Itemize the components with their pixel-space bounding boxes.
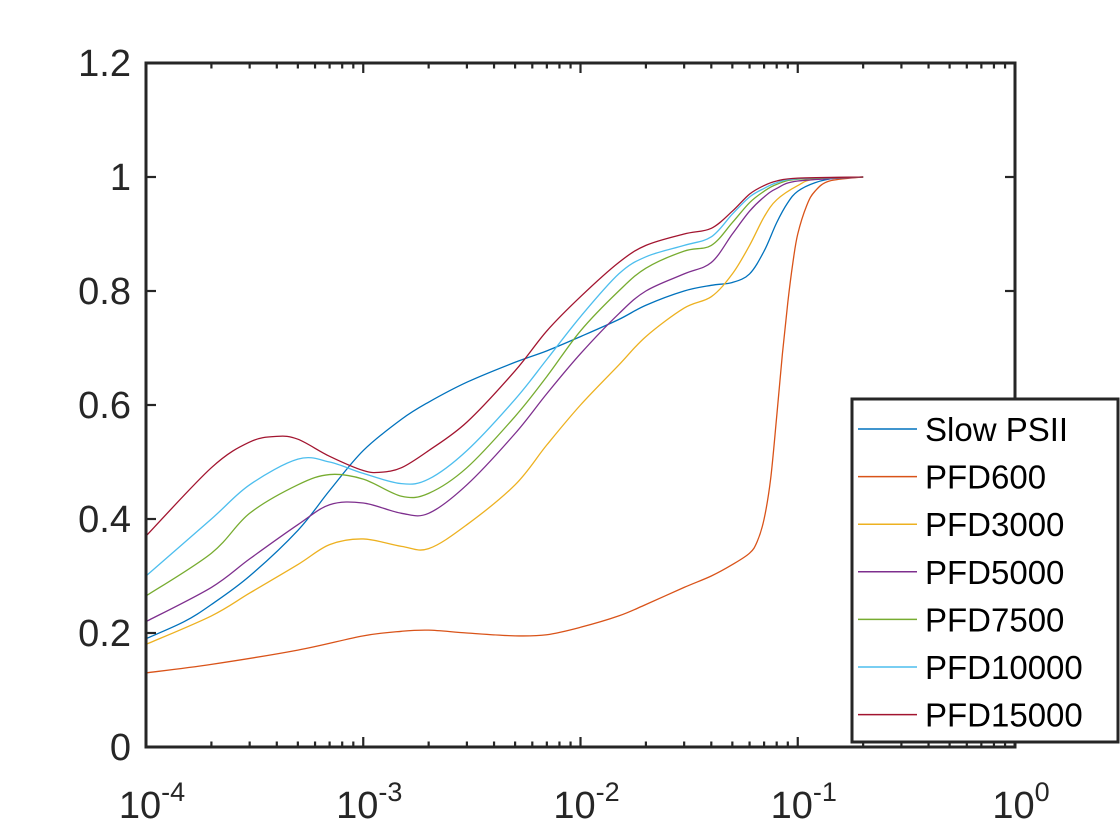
legend-label: PFD7500	[925, 601, 1064, 638]
series-line-slow-psii	[145, 176, 864, 640]
x-tick-label: 100	[992, 777, 1049, 827]
legend-label: Slow PSII	[925, 411, 1068, 448]
legend-label: PFD600	[925, 459, 1046, 496]
x-tick-label: 10-2	[553, 777, 619, 827]
series-line-pfd15000	[145, 176, 864, 537]
series-line-pfd5000	[145, 176, 864, 623]
legend-box	[850, 397, 1120, 744]
y-tick-label: 0.6	[78, 385, 131, 427]
y-tick-label: 1.2	[78, 43, 131, 85]
series-line-pfd7500	[145, 176, 864, 597]
series-line-pfd600	[145, 176, 864, 674]
legend-label: PFD10000	[925, 649, 1083, 686]
y-tick-label: 0.8	[78, 271, 131, 313]
y-tick-label: 0.2	[78, 613, 131, 655]
series-layer	[145, 176, 864, 674]
x-tick-label: 10-4	[119, 777, 185, 827]
series-line-pfd10000	[145, 176, 864, 577]
x-tick-label: 10-3	[336, 777, 402, 827]
y-tick-label: 1	[110, 157, 131, 199]
y-tick-label: 0.4	[78, 499, 131, 541]
legend: Slow PSII PFD600 PFD3000 PFD5000 PFD7500 PFD1…	[850, 397, 1120, 744]
x-tick-label: 10-1	[771, 777, 837, 827]
series-line-pfd3000	[145, 176, 864, 645]
legend-label: PFD3000	[925, 506, 1064, 543]
legend-label: PFD5000	[925, 554, 1064, 591]
y-tick-label: 0	[110, 727, 131, 769]
legend-label: PFD15000	[925, 697, 1083, 734]
tick-labels: 0 0.2 0.4 0.6 0.8 1 1.2 10-4 10-3 10-2 10-1 100	[78, 43, 1049, 827]
